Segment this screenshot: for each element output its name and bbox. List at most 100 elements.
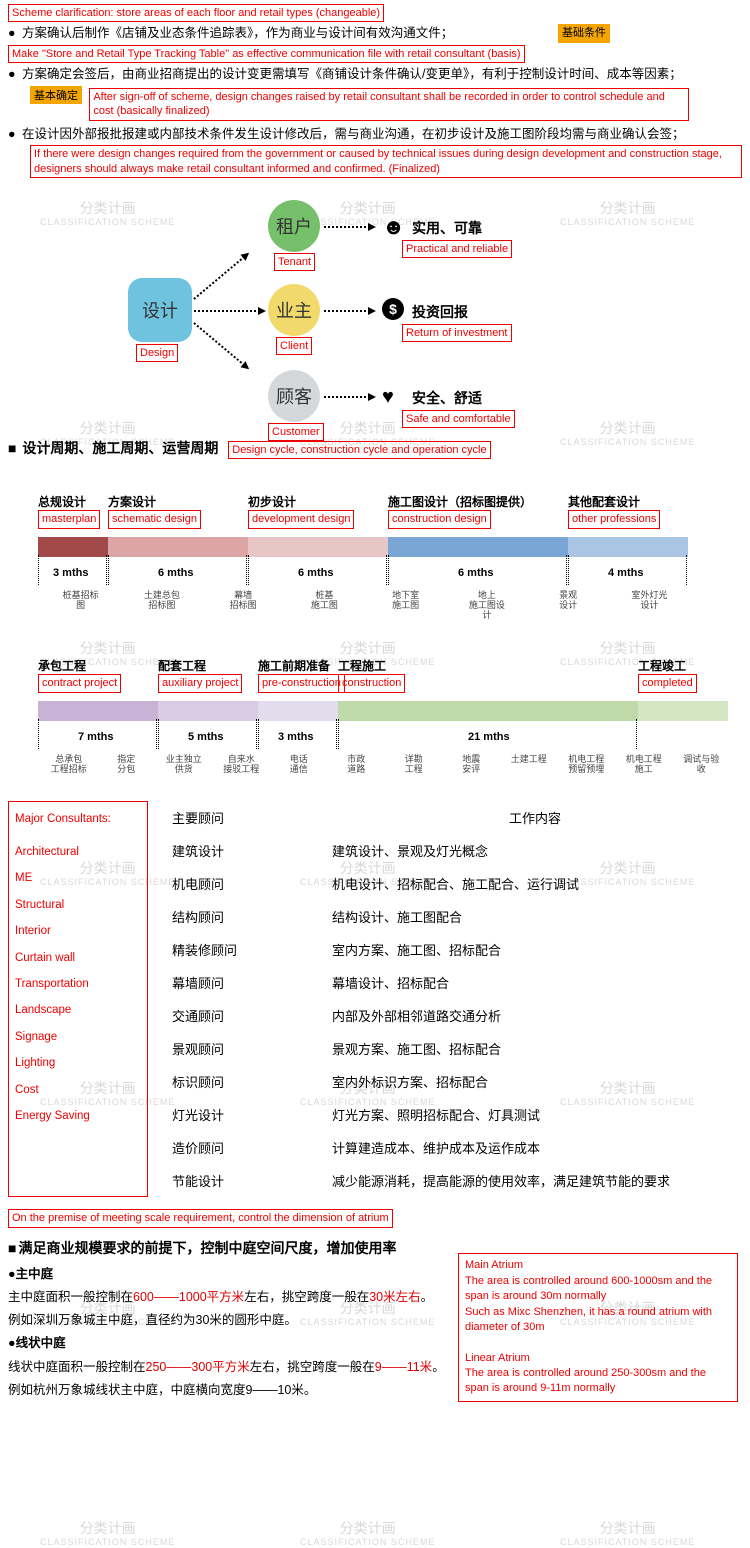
arrow <box>193 322 248 369</box>
heart-icon: ♥ <box>382 386 394 409</box>
arrow <box>324 310 374 312</box>
table-row: 造价顾问计算建造成本、维护成本及运作成本 <box>168 1131 742 1164</box>
timeline-bar <box>638 701 728 721</box>
timeline-sublabel: 地上 施工图设计 <box>465 591 509 621</box>
outcome-en: Safe and comfortable <box>402 410 515 428</box>
timeline-phase-label: 方案设计schematic design <box>108 493 201 528</box>
table-row: 景观顾问景观方案、施工图、招标配合 <box>168 1032 742 1065</box>
timeline-phase-label: 承包工程contract project <box>38 657 121 692</box>
timeline-sublabel: 土建总包 招标图 <box>140 591 184 611</box>
timeline-construction: 承包工程contract project 配套工程auxiliary projec… <box>8 657 742 787</box>
outcome-en: Return of investment <box>402 324 512 342</box>
timeline-bar <box>38 701 158 721</box>
table-row: 交通顾问内部及外部相邻道路交通分析 <box>168 999 742 1032</box>
timeline-duration: 6 mths <box>458 567 493 579</box>
timeline-duration: 21 mths <box>468 731 510 743</box>
timeline-sublabel: 指定 分包 <box>104 755 148 775</box>
timeline-bar <box>158 701 258 721</box>
consultant-item: Cost <box>15 1077 141 1103</box>
timeline-bar <box>38 537 108 557</box>
node-client: 业主 <box>268 284 320 336</box>
timeline-sublabel: 土建工程 <box>507 755 551 765</box>
timeline-design: 总规设计masterplan方案设计schematic design 初步设计de… <box>8 493 742 623</box>
atrium-right-box: Main AtriumThe area is controlled around… <box>458 1253 738 1402</box>
orange-tag: 基本确定 <box>30 86 82 104</box>
table-row: 建筑设计建筑设计、景观及灯光概念 <box>168 834 742 867</box>
timeline-bar <box>258 701 338 721</box>
atrium-section: On the premise of meeting scale requirem… <box>8 1209 742 1401</box>
timeline-sublabel: 地震 安评 <box>449 755 493 775</box>
consultant-item: Landscape <box>15 997 141 1023</box>
timeline-duration: 7 mths <box>78 731 113 743</box>
red-annot: Make "Store and Retail Type Tracking Tab… <box>8 45 525 63</box>
node-design: 设计 <box>128 278 192 342</box>
orange-tag: 基础条件 <box>558 24 610 43</box>
table-row: 精装修顾问室内方案、施工图、招标配合 <box>168 933 742 966</box>
consultant-item: Architectural <box>15 839 141 865</box>
consultant-item: Energy Saving <box>15 1103 141 1129</box>
timeline-duration: 3 mths <box>278 731 313 743</box>
timeline-duration: 6 mths <box>298 567 333 579</box>
consultant-item: Transportation <box>15 971 141 997</box>
timeline-phase-label: 总规设计masterplan <box>38 493 100 528</box>
timeline-bar <box>108 537 248 557</box>
arrow <box>193 253 248 300</box>
relationship-diagram: 设计 Design 租户 Tenant 业主 Client 顾客 Custome… <box>8 188 742 428</box>
bullet: 方案确认后制作《店铺及业态条件追踪表》，作为商业与设计间有效沟通文件； 基础条件 <box>8 24 742 43</box>
red-annot: Scheme clarification: store areas of eac… <box>8 4 384 22</box>
timeline-phase-label: 工程竣工completed <box>638 657 697 692</box>
table-row: 灯光设计灯光方案、照明招标配合、灯具测试 <box>168 1098 742 1131</box>
table-row: 机电顾问机电设计、招标配合、施工配合、运行调试 <box>168 867 742 900</box>
smile-icon: ☻ <box>382 214 405 240</box>
timeline-phase-label: 施工图设计（招标图提供）construction design <box>388 493 532 528</box>
consultant-item: ME <box>15 865 141 891</box>
timeline-bar <box>248 537 388 557</box>
node-label: Tenant <box>274 253 315 271</box>
timeline-duration: 6 mths <box>158 567 193 579</box>
timeline-duration: 5 mths <box>188 731 223 743</box>
node-label: Client <box>276 337 312 355</box>
outcome-text: 安全、舒适 <box>412 388 482 408</box>
timeline-phase-label: 配套工程auxiliary project <box>158 657 242 692</box>
timeline-bar <box>568 537 688 557</box>
timeline-sublabel: 室外灯光 设计 <box>627 591 671 611</box>
timeline-sublabel: 桩基 施工图 <box>302 591 346 611</box>
consultant-item: Signage <box>15 1024 141 1050</box>
timeline-sublabel: 调试与验收 <box>679 755 723 775</box>
consultants-section: Major Consultants: ArchitecturalMEStruct… <box>8 801 742 1197</box>
arrow <box>324 226 374 228</box>
outcome-en: Practical and reliable <box>402 240 512 258</box>
bullet: 方案确定会签后，由商业招商提出的设计变更需填写《商铺设计条件确认/变更单》，有利… <box>8 65 742 84</box>
arrow <box>194 310 264 312</box>
consultants-left-box: Major Consultants: ArchitecturalMEStruct… <box>8 801 148 1197</box>
timeline-phase-label: 其他配套设计other professions <box>568 493 660 528</box>
timeline-sublabel: 总承包 工程招标 <box>47 755 91 775</box>
consultant-item: Lighting <box>15 1050 141 1076</box>
timeline-duration: 3 mths <box>53 567 88 579</box>
timeline-phase-label: 初步设计development design <box>248 493 354 528</box>
timeline-sublabel: 详勘 工程 <box>392 755 436 775</box>
node-label: Customer <box>268 423 324 441</box>
node-customer: 顾客 <box>268 370 320 422</box>
timeline-sublabel: 机电工程 预留预埋 <box>564 755 608 775</box>
table-row: 幕墙顾问幕墙设计、招标配合 <box>168 966 742 999</box>
timeline-sublabel: 景观 设计 <box>546 591 590 611</box>
consultant-item: Curtain wall <box>15 945 141 971</box>
section-header-cycle: 设计周期、施工周期、运营周期 Design cycle, constructio… <box>8 438 742 459</box>
bullet: 在设计因外部报批报建或内部技术条件发生设计修改后，需与商业沟通，在初步设计及施工… <box>8 125 742 144</box>
timeline-duration: 4 mths <box>608 567 643 579</box>
consultant-item: Interior <box>15 918 141 944</box>
premise-en: On the premise of meeting scale requirem… <box>8 1209 393 1227</box>
timeline-phase-label: 施工前期准备pre-construction <box>258 657 345 692</box>
table-row: 结构顾问结构设计、施工图配合 <box>168 900 742 933</box>
outcome-text: 投资回报 <box>412 302 468 322</box>
timeline-sublabel: 幕墙 招标图 <box>221 591 265 611</box>
timeline-sublabel: 电话 通信 <box>277 755 321 775</box>
timeline-sublabel: 自来水 接驳工程 <box>219 755 263 775</box>
node-label: Design <box>136 344 178 362</box>
timeline-sublabel: 桩基招标图 <box>59 591 103 611</box>
red-annot: If there were design changes required fr… <box>30 145 742 178</box>
node-tenant: 租户 <box>268 200 320 252</box>
consultant-item: Structural <box>15 892 141 918</box>
timeline-sublabel: 机电工程 施工 <box>622 755 666 775</box>
